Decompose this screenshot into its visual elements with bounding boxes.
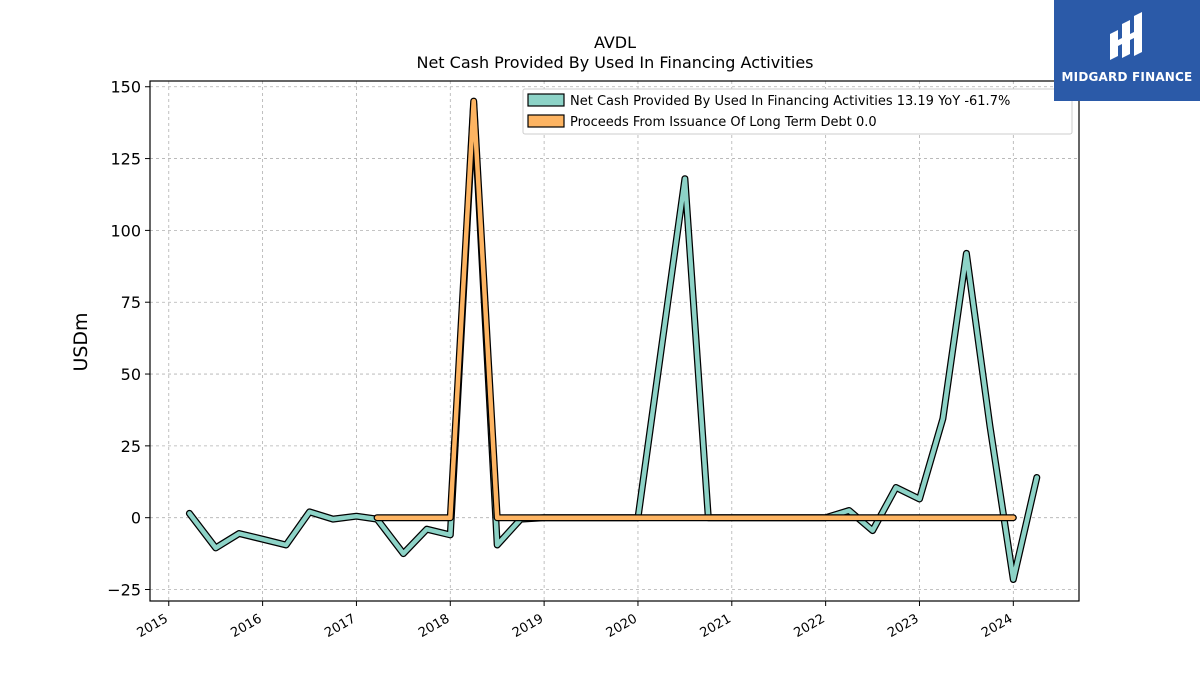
x-tick-label: 2024 bbox=[979, 611, 1015, 641]
legend-label-net-cash: Net Cash Provided By Used In Financing A… bbox=[570, 94, 1010, 109]
series-line-outline bbox=[185, 100, 1041, 583]
y-tick-label: 150 bbox=[110, 78, 141, 97]
y-tick-label: 50 bbox=[121, 365, 141, 384]
y-axis-ticks: −25 0 25 50 75 100 125 150 bbox=[107, 78, 150, 600]
x-tick-label: 2023 bbox=[885, 611, 921, 641]
midgard-finance-logo: MIDGARD FINANCE bbox=[1054, 0, 1200, 101]
legend-swatch-net-cash bbox=[527, 93, 565, 107]
plot-frame bbox=[149, 80, 1080, 602]
series-line bbox=[374, 98, 1016, 520]
midgard-logo-icon bbox=[1110, 12, 1142, 60]
y-axis-label: USDm bbox=[70, 312, 92, 371]
x-tick-label: 2015 bbox=[135, 611, 171, 641]
grid bbox=[150, 81, 1079, 601]
logo-text: MIDGARD FINANCE bbox=[1061, 70, 1193, 84]
y-tick-label: 25 bbox=[121, 437, 141, 456]
y-tick-label: 75 bbox=[121, 293, 141, 312]
series-line bbox=[187, 101, 1040, 582]
x-tick-label: 2016 bbox=[228, 611, 264, 641]
legend-label-proceeds: Proceeds From Issuance Of Long Term Debt… bbox=[570, 115, 877, 130]
x-tick-label: 2019 bbox=[510, 611, 546, 641]
y-tick-label: 100 bbox=[110, 221, 141, 240]
legend-box bbox=[522, 88, 1073, 135]
x-tick-label: 2020 bbox=[604, 611, 640, 641]
plot-series bbox=[185, 97, 1041, 583]
x-axis-ticks: 2015 2016 2017 2018 2019 2020 2021 2022 2023 2024 bbox=[135, 601, 1015, 641]
chart-subtitle: Net Cash Provided By Used In Financing A… bbox=[416, 53, 813, 72]
y-tick-label: 0 bbox=[131, 509, 141, 528]
y-tick-label: −25 bbox=[107, 581, 141, 600]
x-tick-label: 2022 bbox=[791, 611, 827, 641]
x-tick-label: 2017 bbox=[322, 611, 358, 641]
y-tick-label: 125 bbox=[110, 150, 141, 169]
legend: Net Cash Provided By Used In Financing A… bbox=[522, 88, 1073, 135]
chart-title: AVDL bbox=[594, 33, 636, 52]
legend-swatch-proceeds bbox=[527, 114, 565, 128]
x-tick-label: 2018 bbox=[416, 611, 452, 641]
x-tick-label: 2021 bbox=[698, 611, 734, 641]
